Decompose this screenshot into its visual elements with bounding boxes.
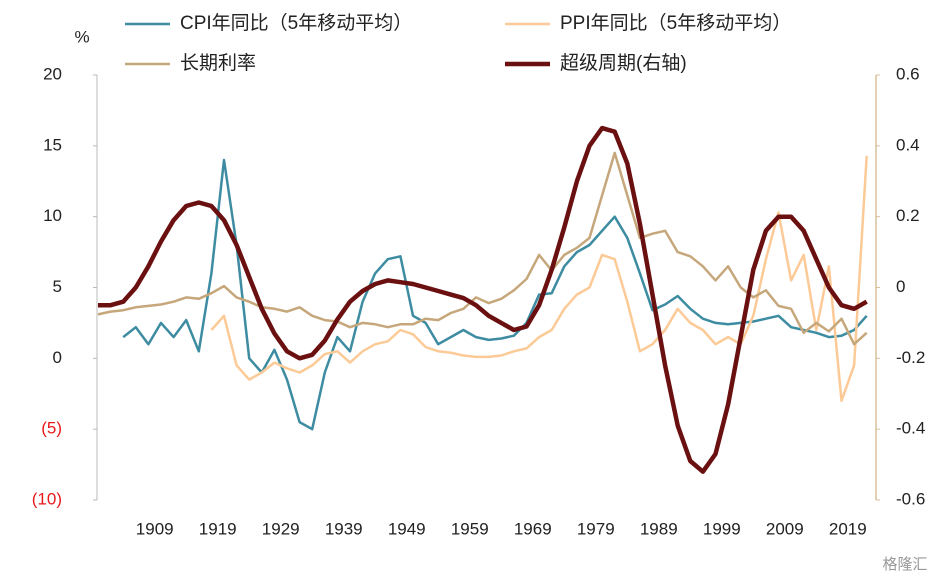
y-tick-label: (10) <box>32 489 62 508</box>
y2-tick-label: 0.4 <box>896 135 920 154</box>
y2-tick-label: 0.6 <box>896 64 920 83</box>
series-line <box>97 151 868 346</box>
x-tick-label: 1959 <box>451 519 489 538</box>
y-tick-label: 15 <box>43 135 62 154</box>
x-tick-label: 1929 <box>262 519 300 538</box>
legend-label: 长期利率 <box>180 52 256 74</box>
x-tick-label: 1979 <box>577 519 615 538</box>
y-tick-label: (5) <box>41 419 62 438</box>
y2-tick-label: -0.6 <box>896 489 925 508</box>
x-tick-label: 1989 <box>640 519 678 538</box>
x-tick-label: 1949 <box>388 519 426 538</box>
legend-label: PPI年同比（5年移动平均） <box>560 12 791 34</box>
x-tick-label: 1939 <box>325 519 363 538</box>
series-line <box>210 155 868 403</box>
y-axis-label: % <box>74 27 89 46</box>
x-tick-label: 2009 <box>766 519 804 538</box>
series-line <box>98 125 868 474</box>
y2-tick-label: -0.4 <box>896 419 925 438</box>
x-tick-label: 1909 <box>136 519 174 538</box>
y-tick-label: 5 <box>53 277 62 296</box>
x-tick-label: 1969 <box>514 519 552 538</box>
y-tick-label: 0 <box>53 348 62 367</box>
y-tick-label: 10 <box>43 206 62 225</box>
x-tick-label: 1919 <box>199 519 237 538</box>
y-tick-label: 20 <box>43 64 62 83</box>
watermark: 格隆汇 <box>882 556 927 573</box>
x-tick-label: 1999 <box>703 519 741 538</box>
legend-label: CPI年同比（5年移动平均） <box>180 12 412 34</box>
y2-tick-label: -0.2 <box>896 348 925 367</box>
legend-label: 超级周期(右轴) <box>560 52 687 74</box>
y2-tick-label: 0 <box>896 277 905 296</box>
x-tick-label: 2019 <box>829 519 867 538</box>
y2-tick-label: 0.2 <box>896 206 920 225</box>
